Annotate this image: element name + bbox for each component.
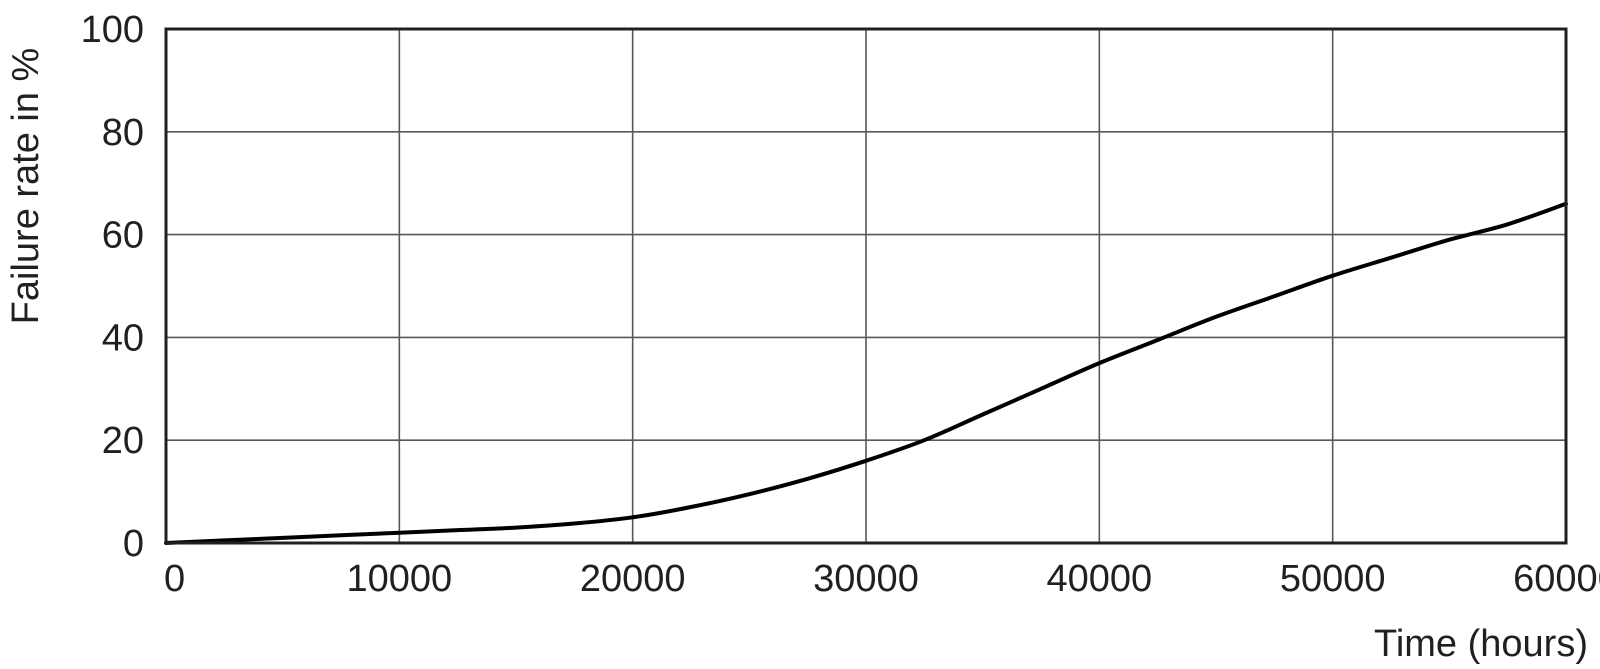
y-tick-labels: 0 20 40 60 80 100 (81, 9, 144, 565)
x-tick-labels: 0 10000 20000 30000 40000 50000 60000 (164, 558, 1600, 600)
y-tick-label: 80 (102, 112, 144, 154)
x-tick-label: 20000 (580, 558, 686, 600)
grid (165, 28, 1567, 544)
x-tick-label: 40000 (1046, 558, 1152, 600)
x-tick-label: 60000 (1513, 558, 1600, 600)
y-axis-label: Failure rate in % (5, 48, 47, 325)
y-tick-label: 40 (102, 317, 144, 359)
x-tick-label: 50000 (1280, 558, 1386, 600)
failure-rate-line (164, 201, 1568, 545)
y-tick-label: 0 (123, 523, 144, 565)
x-tick-label: 0 (164, 558, 185, 600)
x-tick-label: 10000 (346, 558, 452, 600)
x-tick-label: 30000 (813, 558, 919, 600)
series-layer (164, 201, 1568, 545)
y-tick-label: 100 (81, 9, 144, 51)
y-tick-label: 20 (102, 420, 144, 462)
plot-frame (164, 27, 1568, 545)
x-axis-label: Time (hours) (1374, 623, 1588, 665)
y-tick-label: 60 (102, 215, 144, 257)
